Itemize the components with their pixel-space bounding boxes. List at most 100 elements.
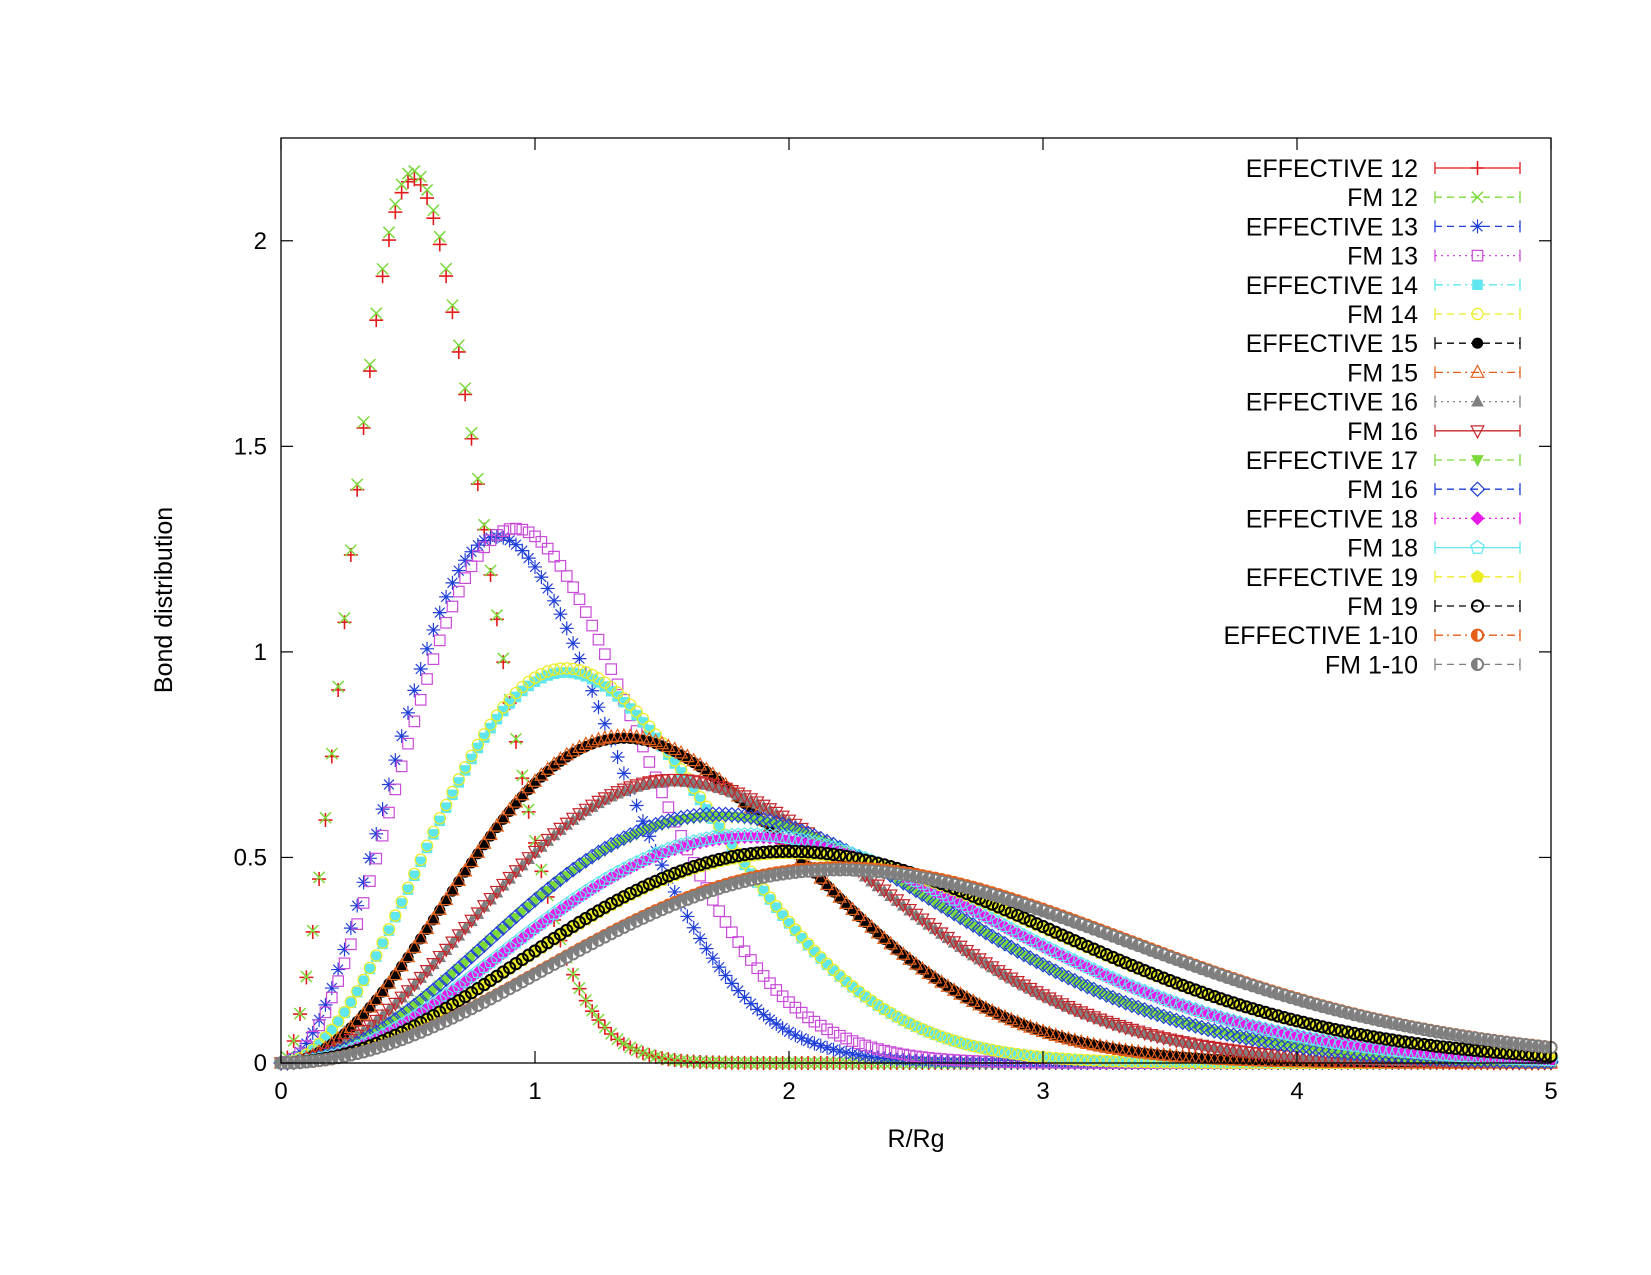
data-point: [339, 1007, 350, 1018]
data-point: [719, 916, 732, 928]
data-point: [571, 857, 588, 873]
data-point: [535, 863, 548, 876]
data-point: [859, 991, 871, 1003]
legend-label: EFFECTIVE 13: [1246, 213, 1418, 241]
data-point: [376, 936, 389, 949]
data-point: [927, 969, 943, 984]
data-point: [769, 806, 784, 821]
data-point: [726, 841, 738, 852]
data-point: [470, 844, 486, 858]
data-point: [1163, 973, 1177, 988]
data-point: [466, 753, 477, 765]
data-point: [782, 844, 796, 858]
data-point: [1118, 956, 1133, 970]
data-point: [801, 845, 815, 859]
data-point: [1327, 1034, 1343, 1049]
data-point: [802, 1011, 814, 1024]
data-point: [546, 828, 562, 843]
data-point: [326, 1024, 338, 1036]
data-point: [853, 987, 865, 998]
data-point: [611, 1033, 624, 1046]
data-point: [332, 975, 344, 988]
data-point: [1106, 1055, 1120, 1068]
data-point: [495, 920, 512, 936]
data-point: [871, 998, 885, 1012]
data-point: [407, 978, 422, 993]
data-point: [1181, 1016, 1197, 1033]
data-point: [1080, 1035, 1095, 1050]
legend-marker: [1471, 307, 1484, 321]
data-point: [446, 600, 459, 613]
data-point: [465, 749, 478, 762]
data-point: [654, 814, 670, 831]
data-point: [1100, 1054, 1113, 1068]
data-point: [998, 1046, 1012, 1059]
data-point: [438, 943, 454, 958]
data-point: [357, 415, 370, 429]
data-point: [967, 1055, 980, 1067]
y-tick-label: 2: [254, 228, 267, 255]
data-point: [444, 965, 461, 982]
data-point: [388, 753, 403, 768]
data-point: [522, 675, 535, 689]
data-point: [1158, 1057, 1169, 1068]
data-point: [401, 881, 415, 895]
legend-label: EFFECTIVE 14: [1246, 272, 1418, 300]
data-point: [1411, 1037, 1425, 1051]
data-point: [1061, 1001, 1076, 1015]
data-point: [1175, 997, 1191, 1012]
data-point: [769, 844, 783, 859]
data-point: [458, 387, 473, 402]
data-point: [801, 937, 815, 951]
data-point: [1112, 953, 1126, 967]
data-point: [616, 830, 632, 846]
data-point: [997, 968, 1013, 983]
data-point: [527, 845, 543, 860]
data-point: [552, 871, 569, 888]
data-point: [439, 589, 454, 604]
data-point: [338, 957, 351, 970]
data-point: [946, 936, 962, 951]
data-point: [730, 827, 746, 842]
data-point: [546, 876, 562, 893]
data-point: [432, 237, 447, 252]
data-point: [948, 1054, 960, 1066]
data-point: [1137, 1027, 1152, 1042]
data-point: [1092, 1013, 1108, 1028]
data-point: [477, 899, 491, 912]
data-point: [502, 871, 517, 886]
data-point: [864, 918, 879, 933]
data-point: [528, 671, 542, 684]
data-point: [331, 962, 346, 977]
legend-entry: EFFECTIVE 14: [1246, 272, 1521, 300]
data-point: [592, 1013, 605, 1026]
data-point: [915, 960, 930, 975]
data-point: [585, 908, 599, 922]
data-point: [1011, 908, 1025, 922]
data-point: [503, 918, 516, 931]
data-point: [1302, 1030, 1318, 1045]
data-point: [788, 844, 802, 858]
data-point: [578, 803, 594, 818]
data-point: [1258, 1005, 1272, 1019]
data-point: [833, 848, 847, 862]
data-point: [1063, 1053, 1074, 1065]
data-point: [737, 847, 752, 862]
data-point: [616, 861, 632, 876]
data-point: [908, 955, 924, 970]
data-point: [782, 1024, 796, 1039]
data-point: [954, 1036, 967, 1049]
data-point: [1303, 1017, 1317, 1031]
data-point: [845, 901, 860, 916]
data-point: [973, 1041, 986, 1054]
data-point: [1328, 1022, 1342, 1037]
data-point: [1194, 1004, 1210, 1019]
data-point: [749, 810, 766, 827]
data-point: [979, 1055, 992, 1068]
data-point: [491, 529, 503, 541]
data-point: [757, 970, 770, 982]
data-point: [464, 914, 479, 929]
data-point: [738, 945, 751, 958]
data-point: [362, 1020, 378, 1034]
